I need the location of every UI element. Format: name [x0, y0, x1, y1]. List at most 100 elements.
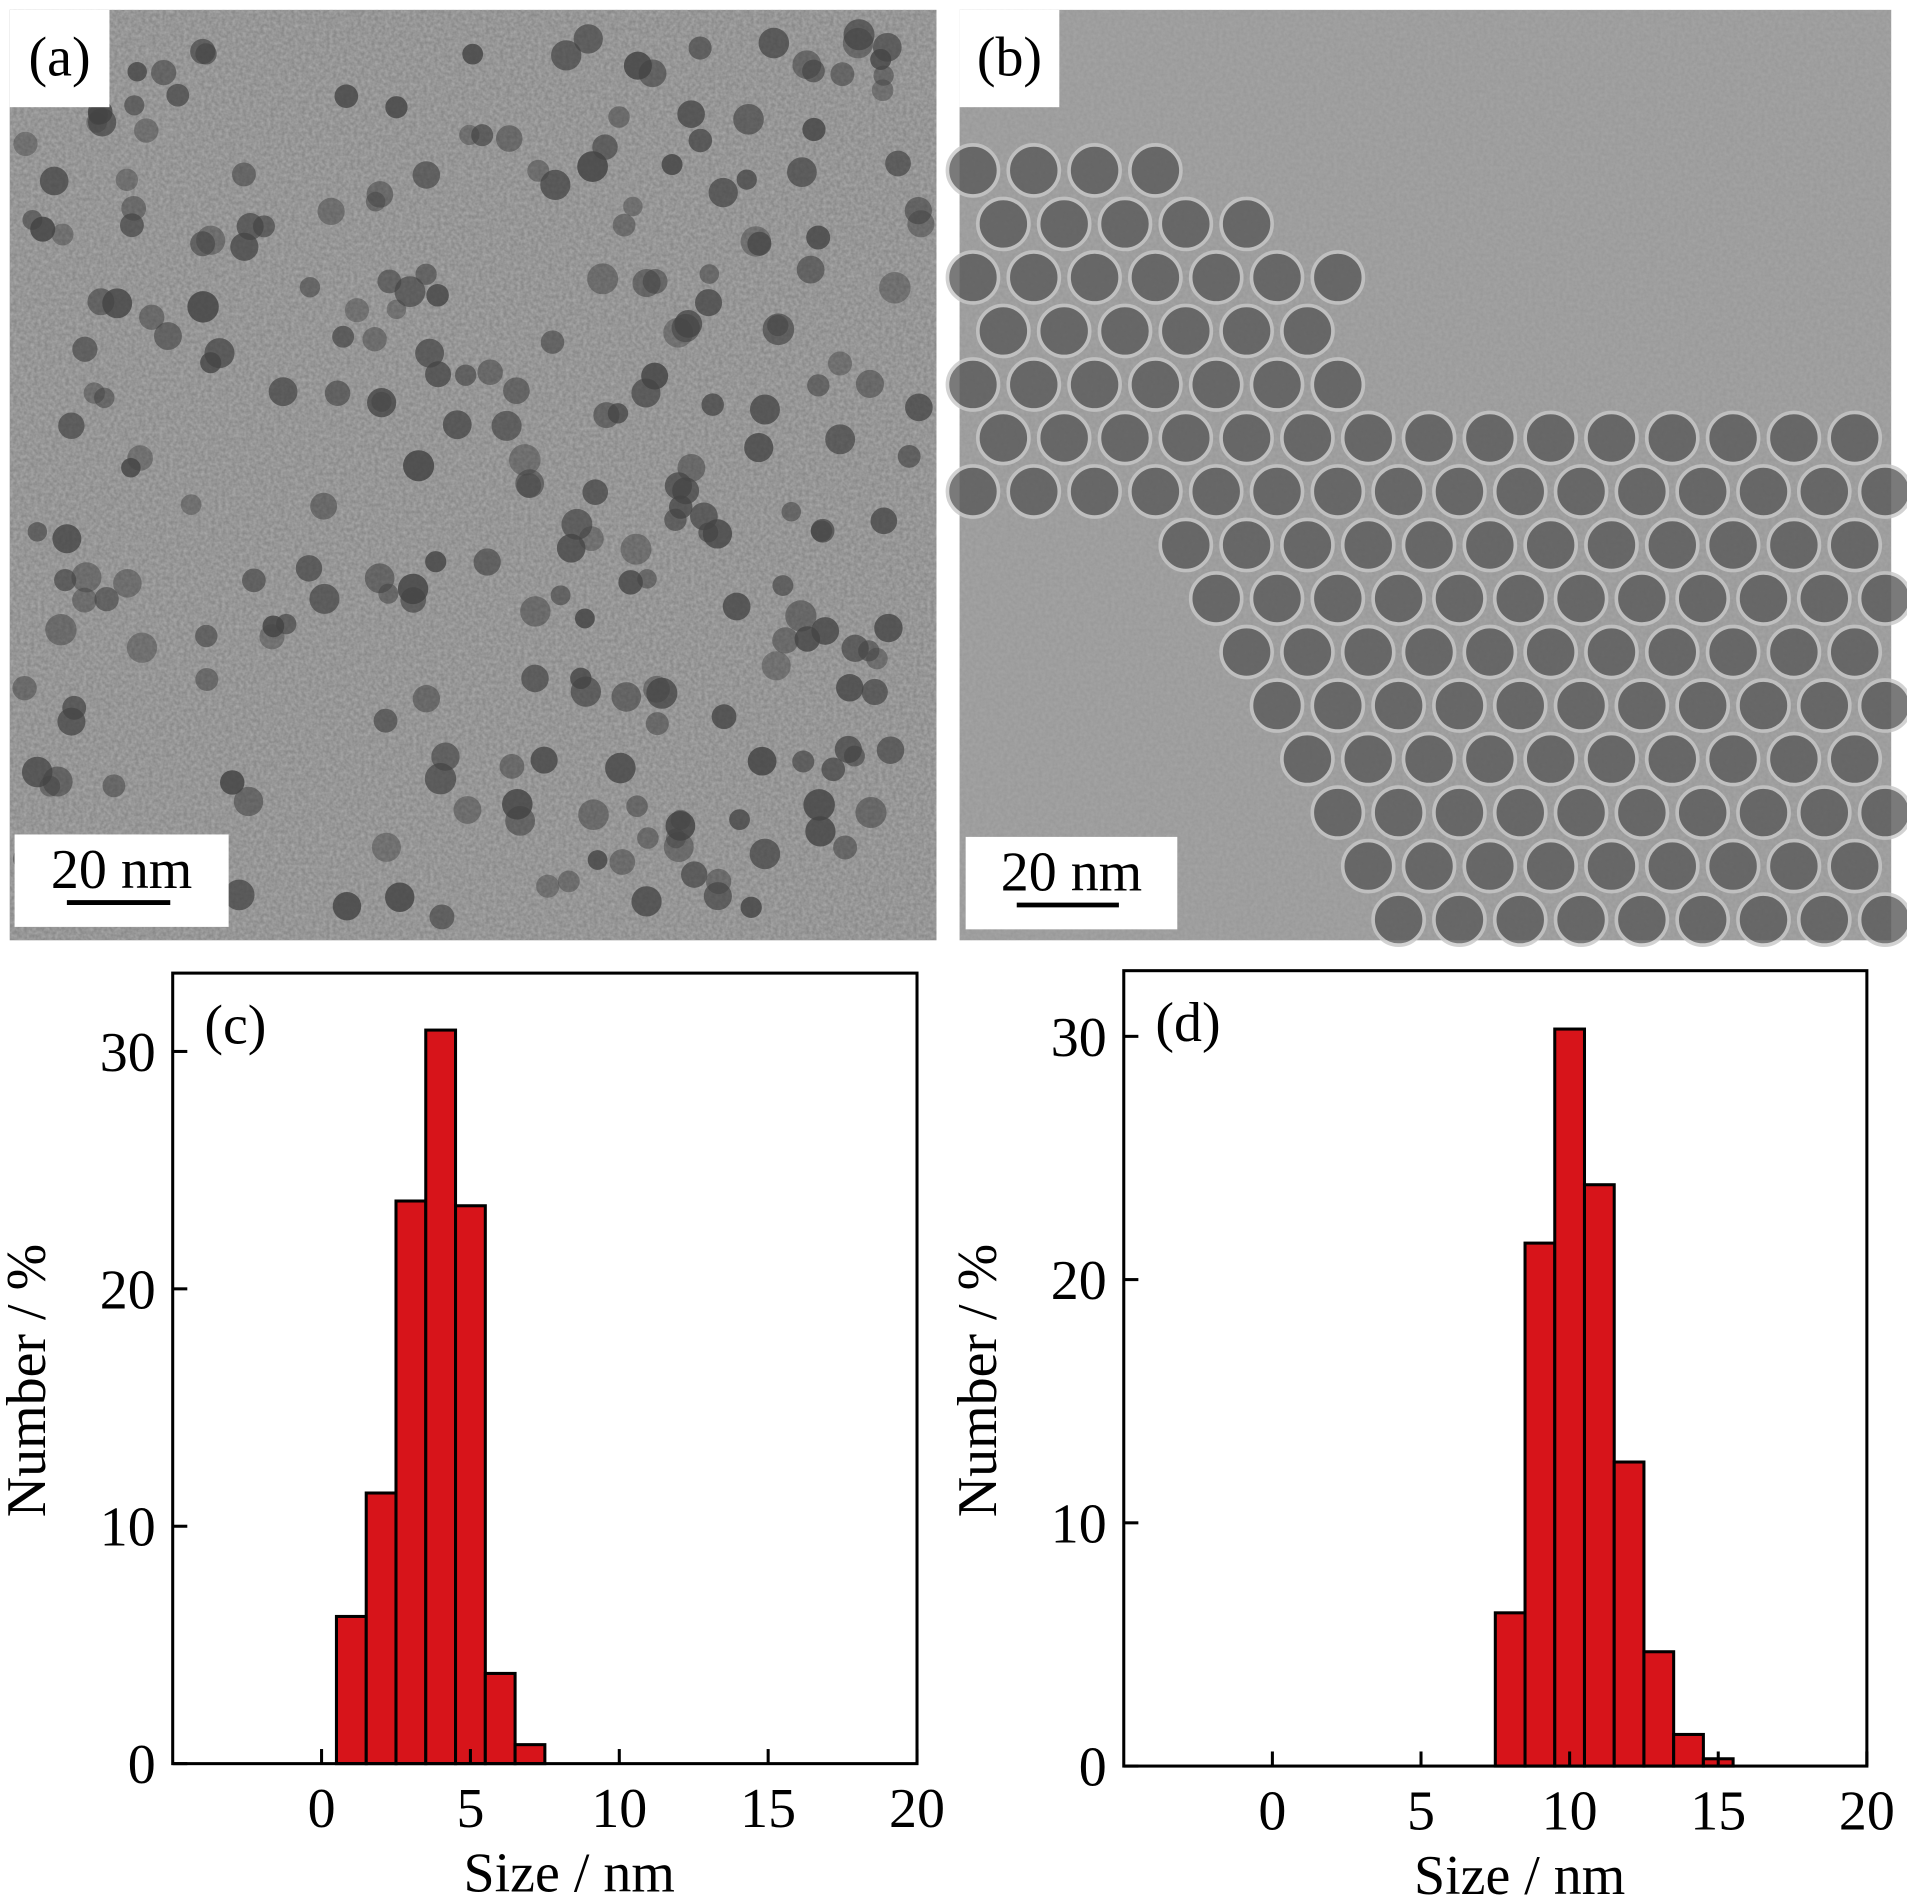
particle	[426, 284, 449, 307]
particle	[975, 410, 1031, 466]
particle	[429, 904, 455, 930]
x-tick-label: 15	[740, 1778, 796, 1840]
particle	[1644, 624, 1700, 680]
particle	[1006, 357, 1062, 412]
particle	[1614, 464, 1670, 519]
particle	[664, 508, 687, 531]
particle	[570, 667, 592, 690]
particle	[1827, 624, 1883, 680]
particle	[695, 289, 723, 317]
scale-box	[14, 834, 229, 927]
particle	[1097, 303, 1153, 359]
particle	[1553, 571, 1609, 626]
image-grain	[9, 9, 937, 941]
particle	[1827, 517, 1883, 573]
particle	[268, 377, 298, 407]
particle	[1827, 838, 1883, 894]
particle	[1280, 517, 1335, 573]
particle	[166, 83, 190, 107]
particle	[1736, 678, 1791, 733]
particle	[119, 213, 144, 238]
particle	[1766, 838, 1822, 894]
particle	[1462, 624, 1518, 680]
particle	[39, 166, 69, 196]
particle	[71, 562, 102, 593]
particle	[945, 357, 1001, 412]
particle	[94, 586, 119, 612]
particle	[711, 704, 737, 730]
particle	[1310, 571, 1366, 626]
particle	[874, 613, 903, 643]
particle	[1614, 678, 1670, 733]
particle	[453, 796, 482, 824]
particle	[870, 48, 892, 70]
particle	[708, 177, 738, 208]
particle	[623, 196, 643, 217]
particle	[1705, 517, 1761, 573]
particle	[377, 269, 402, 294]
particle	[885, 150, 911, 177]
particle	[275, 613, 297, 635]
particle	[577, 151, 608, 182]
particle	[618, 570, 643, 595]
particle	[1401, 731, 1457, 787]
particle	[127, 445, 153, 471]
particle	[861, 678, 888, 706]
particle	[365, 191, 386, 212]
particle	[220, 770, 245, 795]
particle	[1796, 785, 1852, 840]
particle	[1857, 678, 1907, 733]
particle	[1249, 250, 1305, 305]
particle	[1675, 571, 1731, 626]
particle	[1705, 731, 1761, 787]
particle	[1736, 892, 1791, 947]
particle	[643, 675, 670, 703]
particle	[491, 410, 522, 441]
particle	[1401, 624, 1457, 680]
particle	[904, 197, 932, 225]
particle	[51, 223, 74, 246]
x-tick-label: 20	[1839, 1780, 1895, 1842]
particle	[1432, 571, 1487, 626]
particle	[102, 774, 126, 798]
particle	[139, 304, 165, 330]
particle	[664, 472, 693, 500]
particle	[1432, 464, 1487, 519]
particle	[520, 596, 551, 627]
particle	[58, 412, 85, 439]
particle	[1219, 410, 1274, 466]
particle	[945, 464, 1001, 519]
particle	[415, 263, 437, 285]
particle	[722, 592, 751, 621]
particle	[295, 555, 323, 582]
particle	[242, 568, 266, 593]
bar	[424, 1028, 458, 1766]
particle	[1280, 410, 1335, 466]
particle	[299, 277, 321, 298]
particle	[681, 861, 708, 888]
particle	[593, 402, 620, 429]
particle	[1128, 357, 1183, 412]
particle	[134, 118, 159, 143]
particle	[536, 874, 560, 898]
label-box	[959, 9, 1060, 108]
particle	[703, 882, 732, 911]
y-tick-label: 10	[1051, 1493, 1107, 1555]
particle	[1219, 196, 1274, 252]
particle	[975, 303, 1031, 359]
particle	[1827, 410, 1883, 466]
particle	[195, 43, 217, 65]
particle	[1158, 517, 1214, 573]
particle	[1766, 517, 1822, 573]
scale-bar-label: 20 nm	[51, 839, 192, 901]
particle	[557, 870, 580, 893]
particle	[1584, 410, 1639, 466]
particle	[1219, 303, 1274, 359]
particle	[515, 469, 545, 498]
particle	[806, 225, 831, 250]
particle	[1523, 731, 1579, 787]
particle	[503, 377, 530, 405]
particle	[1644, 838, 1700, 894]
particle	[367, 388, 397, 418]
